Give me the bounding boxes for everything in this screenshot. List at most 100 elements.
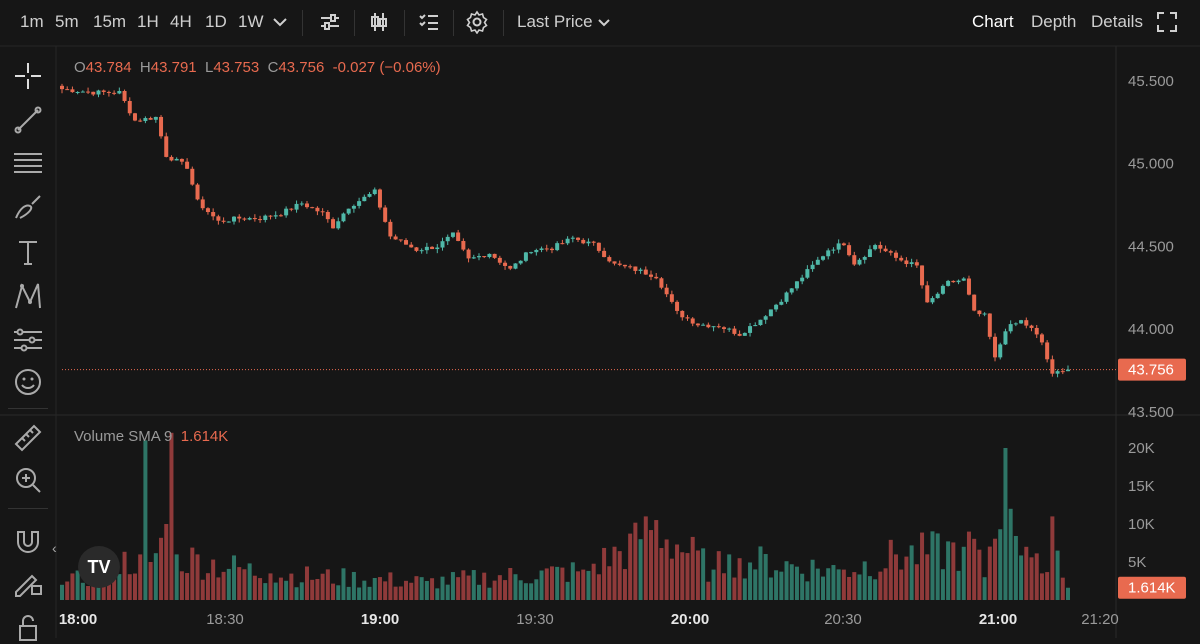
settings-icon[interactable] xyxy=(465,10,489,34)
candle-body xyxy=(86,91,91,93)
open-value: 43.784 xyxy=(85,59,132,76)
candle-body xyxy=(398,239,403,241)
volume-bar xyxy=(268,573,273,600)
volume-bar xyxy=(815,568,820,600)
brush-icon[interactable] xyxy=(12,192,44,224)
volume-bar xyxy=(310,579,315,600)
candle-type-icon[interactable] xyxy=(367,10,391,34)
text-icon[interactable] xyxy=(12,236,44,268)
candle-body xyxy=(862,257,867,260)
candle-body xyxy=(435,247,440,250)
candle-body xyxy=(1045,342,1050,360)
candle-body xyxy=(179,158,184,162)
volume-bar xyxy=(893,554,898,600)
volume-bar xyxy=(263,583,268,600)
volume-bar xyxy=(617,551,622,600)
top-toolbar: 1m 5m 15m 1H 4H 1D 1W Last Price Chart D… xyxy=(0,0,1200,46)
candle-body xyxy=(497,257,502,263)
volume-bar xyxy=(258,578,263,600)
close-value: 43.756 xyxy=(278,59,325,76)
pattern-icon[interactable] xyxy=(12,280,44,312)
volume-bar xyxy=(242,569,247,600)
candle-body xyxy=(357,201,362,206)
interval-4h[interactable]: 4H xyxy=(170,12,192,31)
volume-bar xyxy=(393,586,398,600)
interval-1d[interactable]: 1D xyxy=(205,12,227,31)
forecast-icon[interactable] xyxy=(12,324,44,356)
candle-body xyxy=(748,326,753,333)
interval-1w[interactable]: 1W xyxy=(238,12,264,31)
candle-body xyxy=(263,215,268,220)
candle-body xyxy=(523,252,528,261)
low-value: 43.753 xyxy=(213,59,260,76)
volume-bar xyxy=(925,554,930,600)
ruler-icon[interactable] xyxy=(12,422,44,454)
volume-bar xyxy=(690,536,695,600)
candle-body xyxy=(268,215,273,217)
candle-body xyxy=(1019,320,1024,324)
candle-body xyxy=(409,244,414,248)
volume-bar xyxy=(138,554,143,600)
volume-bar xyxy=(284,580,289,600)
candle-body xyxy=(878,245,883,249)
price-type-select[interactable]: Last Price xyxy=(517,12,593,31)
volume-bar xyxy=(560,567,565,600)
volume-bar xyxy=(779,571,784,600)
lock-icon[interactable] xyxy=(12,612,44,644)
emoji-icon[interactable] xyxy=(12,366,44,398)
volume-bar xyxy=(977,549,982,600)
indicators-icon[interactable] xyxy=(318,10,342,34)
volume-bar xyxy=(998,529,1003,600)
collapse-toolbar-icon[interactable]: ‹ xyxy=(52,540,57,556)
candle-body xyxy=(1029,325,1034,328)
time-tick-label: 18:00 xyxy=(59,611,97,628)
candle-body xyxy=(815,259,820,265)
fib-icon[interactable] xyxy=(12,148,44,180)
interval-1h[interactable]: 1H xyxy=(137,12,159,31)
zoom-icon[interactable] xyxy=(12,464,44,496)
checklist-icon[interactable] xyxy=(417,10,441,34)
tab-depth[interactable]: Depth xyxy=(1031,12,1077,31)
candle-body xyxy=(325,211,330,220)
interval-5m[interactable]: 5m xyxy=(55,12,79,31)
volume-bar xyxy=(810,559,815,600)
candle-body xyxy=(503,262,508,266)
interval-1m[interactable]: 1m xyxy=(20,12,44,31)
candle-body xyxy=(602,250,607,258)
volume-bar xyxy=(513,574,518,600)
tab-details[interactable]: Details xyxy=(1091,12,1143,31)
crosshair-icon[interactable] xyxy=(12,60,44,92)
candle-body xyxy=(273,215,278,217)
ohlc-legend: O43.784 H43.791 L43.753 C43.756 -0.027 (… xyxy=(74,59,441,76)
candle-body xyxy=(414,247,419,251)
candle-body xyxy=(60,85,64,90)
candle-body xyxy=(675,301,680,311)
chevron-down-icon[interactable] xyxy=(592,10,616,34)
interval-15m[interactable]: 15m xyxy=(93,12,127,31)
magnet-icon[interactable] xyxy=(12,524,44,556)
candle-body xyxy=(753,325,758,327)
volume-bar xyxy=(476,584,481,600)
candle-body xyxy=(127,100,132,114)
trendline-icon[interactable] xyxy=(12,104,44,136)
volume-bar xyxy=(643,516,648,600)
volume-bar xyxy=(497,575,502,600)
candle-body xyxy=(200,199,205,209)
candle-body xyxy=(237,216,242,219)
volume-bar xyxy=(987,546,992,600)
volume-bar xyxy=(112,579,117,600)
fullscreen-icon[interactable] xyxy=(1155,10,1179,34)
lock-drawing-icon[interactable] xyxy=(12,566,44,598)
volume-bar xyxy=(492,580,497,600)
candle-body xyxy=(847,245,852,256)
candle-body xyxy=(779,301,784,305)
candle-body xyxy=(998,344,1003,358)
tab-chart[interactable]: Chart xyxy=(972,12,1014,31)
candle-body xyxy=(732,328,737,334)
candle-body xyxy=(711,326,716,328)
volume-bar xyxy=(800,573,805,600)
candle-body xyxy=(993,336,998,358)
candle-body xyxy=(534,249,539,253)
chevron-down-icon[interactable] xyxy=(268,10,292,34)
